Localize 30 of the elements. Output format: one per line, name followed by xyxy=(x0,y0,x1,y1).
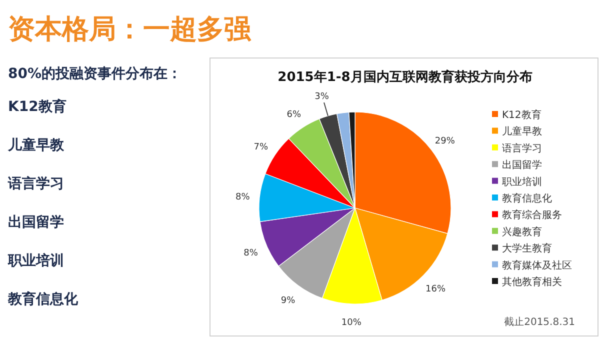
data-label: 6% xyxy=(286,110,302,120)
legend-label: 教育信息化 xyxy=(502,192,552,204)
text: 截止2015.8.31 xyxy=(504,316,575,328)
data-label: 9% xyxy=(280,296,296,306)
data-label: 8% xyxy=(236,192,250,202)
data-label: 7% xyxy=(254,142,269,152)
text: 职业培训 xyxy=(7,252,64,269)
text: 80%的投融资事件分布在： xyxy=(8,66,182,82)
text: 语言学习 xyxy=(7,175,64,192)
data-label: 3% xyxy=(314,92,330,102)
data-label: 8% xyxy=(244,248,258,259)
text: 出国留学 xyxy=(8,214,64,230)
legend-label: 语言学习 xyxy=(502,142,542,154)
data-label: 16% xyxy=(426,284,446,294)
data-label: 29% xyxy=(434,136,456,147)
legend-label: 兴趣教育 xyxy=(502,226,542,238)
data-label: 10% xyxy=(341,318,362,328)
legend-label: 教育综合服务 xyxy=(502,209,562,222)
text: K12教育 xyxy=(8,98,66,115)
chart-title: 2015年1-8月国内互联网教育获投方向分布 xyxy=(278,69,532,85)
text: 资本格局：一超多强 xyxy=(8,14,252,45)
text: 儿童早教 xyxy=(7,136,65,154)
legend-label: 出国留学 xyxy=(502,159,542,172)
legend-label: 其他教育相关 xyxy=(502,276,562,288)
legend-label: 职业培训 xyxy=(502,176,542,188)
legend-label: 儿童早教 xyxy=(502,126,542,138)
legend-label: 教育媒体及社区 xyxy=(502,259,572,272)
legend-label: 大学生教育 xyxy=(502,242,552,255)
text: 教育信息化 xyxy=(7,290,79,308)
legend-label: K12教育 xyxy=(502,109,542,121)
